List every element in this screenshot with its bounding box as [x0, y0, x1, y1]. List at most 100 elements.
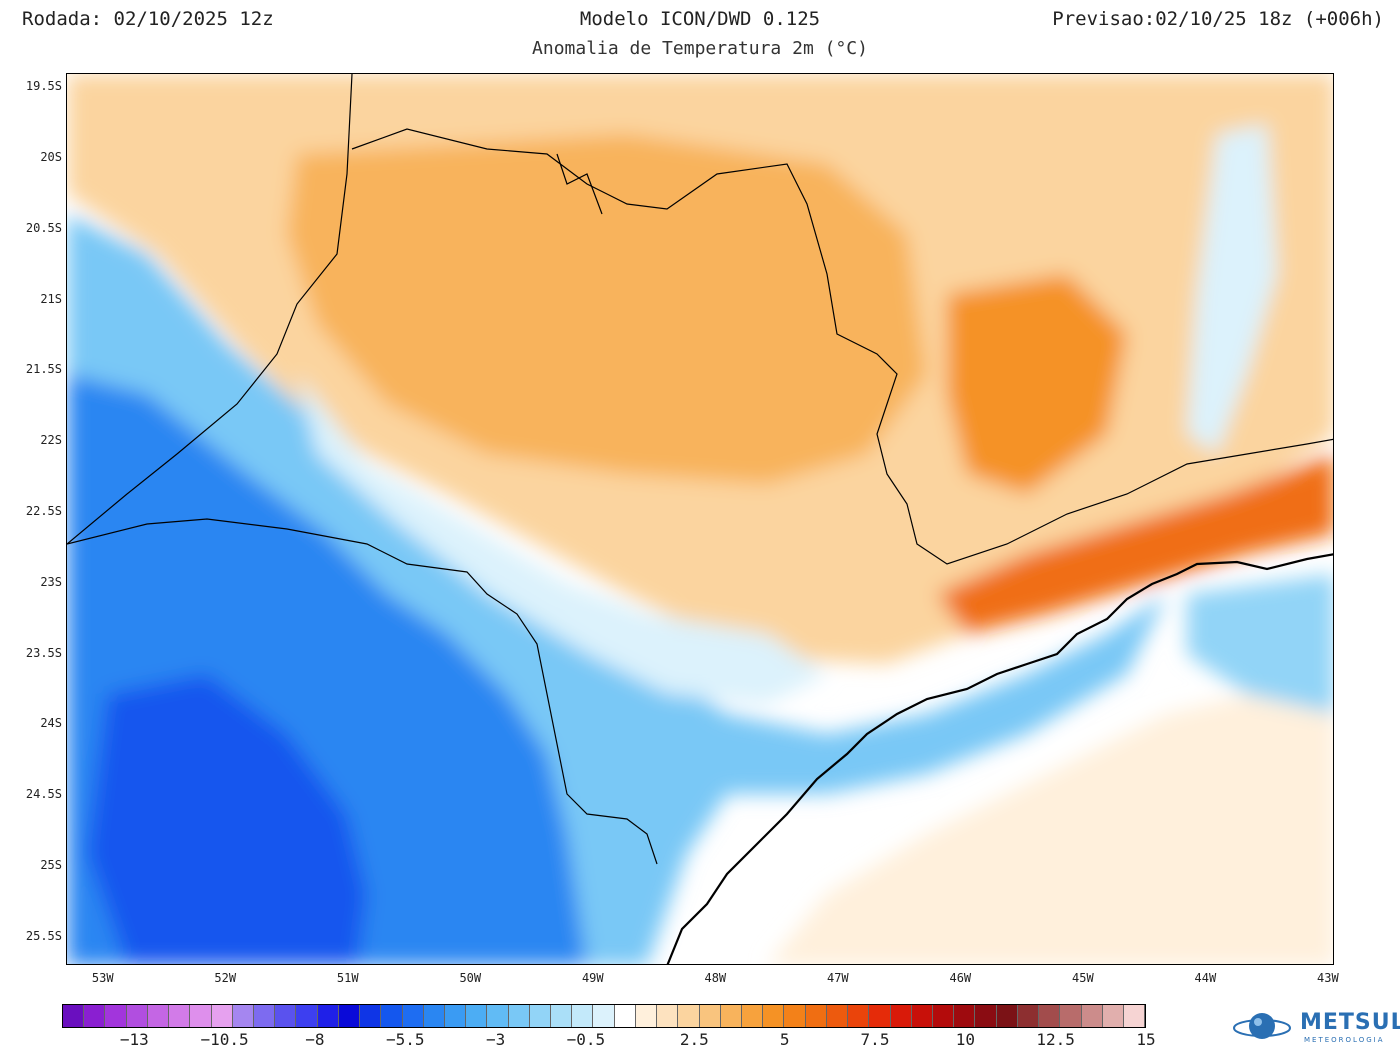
colorbar-cell [848, 1005, 870, 1027]
lat-tick-label: 20S [40, 149, 62, 164]
lon-tick-label: 44W [1194, 971, 1217, 985]
colorbar-tick-label: −10.5 [200, 1030, 249, 1049]
colorbar-cell [742, 1005, 764, 1027]
colorbar-cell [508, 1005, 530, 1027]
colorbar-cell [657, 1005, 679, 1027]
lat-tick-label: 21.5S [25, 362, 62, 377]
colorbar-tick-label: 12.5 [1036, 1030, 1075, 1049]
colorbar-cell [190, 1005, 212, 1027]
anomaly-map-canvas [67, 74, 1333, 964]
lat-tick-label: 20.5S [25, 220, 62, 235]
lon-tick-label: 45W [1072, 971, 1094, 985]
colorbar-cell [487, 1005, 509, 1027]
logo-subtitle: METEOROLOGIA [1304, 1036, 1385, 1044]
colorbar-cell [466, 1005, 488, 1027]
colorbar-cell [275, 1005, 297, 1027]
colorbar-tick-label: 7.5 [860, 1030, 890, 1049]
colorbar-cell [211, 1005, 233, 1027]
colorbar-tick-label: 15 [1136, 1030, 1156, 1049]
cold-southwest-deep [87, 674, 367, 964]
colorbar-cell [84, 1005, 106, 1027]
lon-tick-label: 43W [1317, 971, 1339, 985]
lat-tick-label: 23.5S [25, 645, 62, 660]
colorbar-cell [105, 1005, 127, 1027]
state-borders [67, 74, 1333, 865]
hot-vale-region [937, 454, 1333, 634]
colorbar-cell [572, 1005, 594, 1027]
colorbar-cell [551, 1005, 573, 1027]
colorbar-cell [63, 1005, 85, 1027]
colorbar-cell [402, 1005, 424, 1027]
logo-text: METSUL [1300, 1010, 1400, 1035]
colorbar-tick-label: 5 [779, 1030, 790, 1049]
colorbar-cell [317, 1005, 339, 1027]
northeast-pale-streak [1187, 124, 1277, 454]
colorbar-cell [678, 1005, 700, 1027]
colorbar-cell [805, 1005, 827, 1027]
colorbar-cell [296, 1005, 318, 1027]
colorbar-cell [911, 1005, 933, 1027]
lat-tick-label: 23S [40, 574, 62, 589]
warm-north-core [287, 134, 927, 484]
colorbar [62, 1004, 1146, 1028]
colorbar-tick-label: −8 [305, 1030, 325, 1049]
ocean-cool-patch [1187, 574, 1333, 714]
lon-tick-label: 50W [459, 971, 482, 985]
lat-tick-label: 21S [40, 291, 62, 306]
colorbar-tick-label: −0.5 [566, 1030, 606, 1049]
colorbar-cell [253, 1005, 276, 1027]
forecast-valid-label: Previsao:02/10/25 18z (+006h) [1052, 8, 1384, 30]
warm-east-core [947, 274, 1127, 494]
colorbar-cell [126, 1005, 148, 1027]
colorbar-cell [1081, 1005, 1103, 1027]
colorbar-cell [444, 1005, 467, 1027]
lat-tick-label: 25S [40, 857, 62, 872]
lon-tick-label: 53W [91, 971, 114, 985]
lat-tick-label: 22.5S [25, 503, 62, 518]
colorbar-cell [529, 1005, 552, 1027]
lat-tick-label: 24.5S [25, 787, 62, 802]
colorbar-cell [593, 1005, 615, 1027]
lon-tick-label: 52W [214, 971, 237, 985]
colorbar-cell [360, 1005, 382, 1027]
model-title: Modelo ICON/DWD 0.125 [579, 8, 821, 30]
run-time-label: Rodada: 02/10/2025 12z [22, 8, 274, 30]
colorbar-tick-label: 10 [955, 1030, 975, 1049]
coastline [666, 553, 1333, 964]
colorbar-cell [975, 1005, 997, 1027]
ocean-neutral-region [768, 674, 1333, 964]
colorbar-cell [635, 1005, 658, 1027]
colorbar-cell [720, 1005, 742, 1027]
colorbar-cell [784, 1005, 806, 1027]
colorbar-cell [614, 1005, 636, 1027]
colorbar-cell [338, 1005, 361, 1027]
colorbar-cell [232, 1005, 254, 1027]
colorbar-cell [147, 1005, 170, 1027]
colorbar-cell [169, 1005, 191, 1027]
colorbar-tick-label: −3 [485, 1030, 506, 1049]
colorbar-cell [869, 1005, 891, 1027]
colorbar-tick-label: −5.5 [386, 1030, 425, 1049]
colorbar-cell [826, 1005, 849, 1027]
colorbar-cell [1102, 1005, 1124, 1027]
lat-tick-label: 19.5S [25, 79, 62, 94]
colorbar-cell [381, 1005, 403, 1027]
lon-tick-label: 47W [826, 971, 849, 985]
lat-tick-label: 24S [40, 716, 62, 731]
colorbar-cell [1039, 1005, 1061, 1027]
colorbar-cell [1060, 1005, 1082, 1027]
colorbar-cell [763, 1005, 785, 1027]
colorbar-cell [1123, 1005, 1146, 1027]
colorbar-cell [699, 1005, 721, 1027]
lon-tick-label: 49W [581, 971, 604, 985]
colorbar-cell [423, 1005, 445, 1027]
cool-central-band [297, 374, 827, 704]
lon-tick-label: 51W [336, 971, 359, 985]
colorbar-cell [996, 1005, 1018, 1027]
colorbar-cell [954, 1005, 976, 1027]
lat-tick-label: 22S [40, 433, 62, 448]
colorbar-tick-label: −13 [119, 1030, 149, 1049]
colorbar-cell [1017, 1005, 1040, 1027]
lon-tick-label: 46W [949, 971, 972, 985]
anomaly-map [66, 73, 1334, 965]
